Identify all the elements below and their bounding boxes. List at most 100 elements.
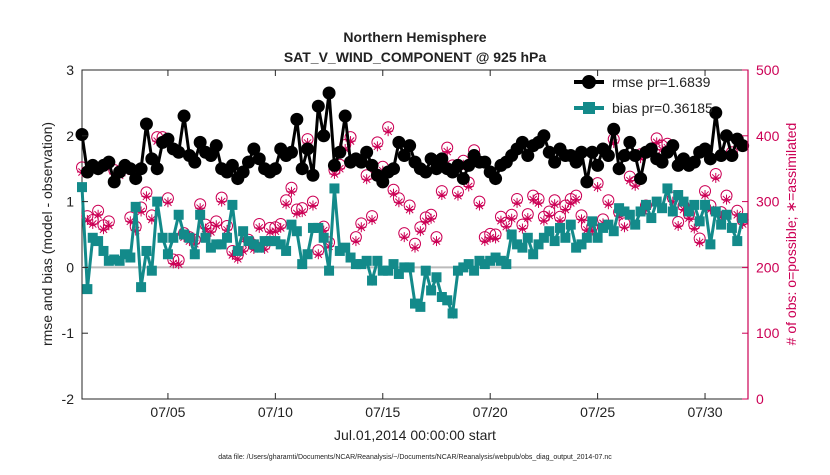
asterisk-stroke (351, 237, 360, 246)
bias-point (662, 183, 673, 194)
rmse-point (354, 155, 368, 169)
rmse-point (290, 112, 304, 126)
y-left-tick-label: 2 (66, 128, 74, 144)
bias-point (270, 236, 281, 247)
rmse-point (644, 142, 658, 156)
bias-point (608, 226, 619, 237)
bias-point (173, 209, 184, 220)
y-left-tick-label: 0 (66, 259, 74, 275)
bias-point (603, 219, 614, 230)
rmse-point (284, 145, 298, 159)
bias-point (538, 232, 549, 243)
asterisk-stroke (411, 243, 419, 252)
bias-point (141, 245, 152, 256)
obs-assimilated-marker (485, 232, 496, 243)
rmse-point (338, 109, 352, 123)
rmse-point (295, 162, 309, 176)
obs-assimilated-marker (426, 213, 437, 224)
bias-point (200, 232, 211, 243)
asterisk-stroke (298, 208, 307, 217)
y-axis-left-label: rmse and bias (model - observation) (39, 122, 55, 346)
bias-point (334, 245, 345, 256)
bias-point (238, 226, 249, 237)
asterisk-stroke (255, 223, 264, 232)
asterisk-stroke (308, 201, 317, 210)
rmse-point (575, 145, 588, 159)
bias-point (393, 268, 404, 279)
rmse-point (725, 149, 739, 163)
bias-point (571, 242, 582, 253)
rmse-point (720, 129, 734, 143)
rmse-point (188, 155, 202, 169)
asterisk-stroke (513, 198, 522, 207)
obs-assimilated-marker (673, 220, 684, 231)
obs-assimilated-marker (533, 197, 544, 208)
rmse-point (102, 155, 116, 169)
bias-point (597, 222, 608, 233)
rmse-point (107, 175, 121, 189)
rmse-point (268, 162, 282, 176)
bias-point (544, 226, 555, 237)
rmse-point (542, 145, 556, 159)
bias-point (211, 239, 222, 250)
asterisk-stroke (217, 197, 226, 206)
rmse-point (714, 149, 728, 163)
asterisk-stroke (266, 227, 274, 236)
asterisk-stroke (212, 221, 221, 230)
bias-point (103, 255, 114, 266)
obs-assimilated-marker (286, 186, 297, 197)
bias-point (495, 255, 506, 266)
rmse-point (709, 106, 723, 120)
rmse-point (703, 152, 717, 166)
x-tick-label: 07/15 (365, 404, 400, 420)
bias-point (635, 206, 646, 217)
bias-point (404, 262, 415, 273)
bias-point (737, 213, 748, 224)
asterisk-stroke (561, 205, 570, 214)
obs-assimilated-marker (372, 141, 383, 152)
rmse-point (392, 135, 406, 149)
bias-point (710, 206, 721, 217)
rmse-point (204, 149, 218, 163)
obs-assimilated-marker (592, 182, 603, 193)
legend-rmse-label: rmse pr=1.6839 (612, 74, 711, 90)
obs-assimilated-marker (522, 213, 533, 224)
asterisk-stroke (94, 210, 103, 219)
bias-point (372, 255, 383, 266)
rmse-point (242, 155, 255, 169)
bias-point (469, 265, 480, 276)
rmse-point (623, 135, 637, 149)
bias-point (367, 275, 378, 286)
bias-point (630, 219, 641, 230)
obs-assimilated-marker (603, 199, 614, 210)
asterisk-stroke (384, 127, 393, 136)
rmse-point (612, 162, 626, 176)
rmse-point (333, 145, 347, 159)
bias-point (576, 239, 587, 250)
bias-point (146, 265, 157, 276)
rmse-point (322, 86, 336, 100)
asterisk-stroke (282, 200, 291, 209)
bias-point (651, 196, 662, 207)
asterisk-stroke (389, 189, 398, 198)
rmse-point (209, 139, 223, 153)
bias-point (560, 232, 571, 243)
obs-assimilated-marker (517, 223, 528, 234)
bias-point (195, 209, 206, 220)
y-axis-right-label: # of obs: o=possible; ∗=assimilated (783, 123, 799, 346)
bias-point (259, 236, 270, 247)
obs-assimilated-marker (141, 191, 152, 202)
rmse-point (537, 129, 551, 143)
obs-assimilated-marker (576, 214, 587, 225)
obs-assimilated-marker (549, 199, 560, 210)
rmse-point (607, 122, 621, 136)
bias-point (136, 282, 147, 293)
bias-point (657, 203, 668, 214)
obs-assimilated-marker (87, 218, 98, 229)
asterisk-stroke (88, 220, 97, 228)
bias-point (700, 199, 711, 210)
rmse-point (429, 162, 443, 176)
asterisk-stroke (464, 182, 473, 191)
rmse-point (456, 172, 470, 186)
bias-point (689, 199, 700, 210)
